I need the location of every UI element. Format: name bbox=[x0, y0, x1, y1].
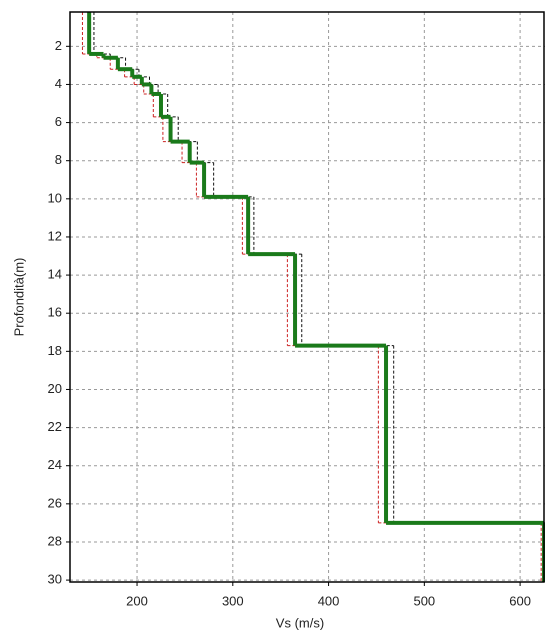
y-tick-label: 18 bbox=[48, 343, 62, 358]
y-tick-label: 10 bbox=[48, 190, 62, 205]
x-tick-label: 200 bbox=[126, 593, 148, 608]
y-tick-label: 16 bbox=[48, 305, 62, 320]
x-axis-label: Vs (m/s) bbox=[276, 615, 324, 630]
y-tick-label: 14 bbox=[48, 267, 62, 282]
y-tick-label: 4 bbox=[55, 76, 62, 91]
y-axis-label: Profondità(m) bbox=[11, 258, 26, 337]
y-tick-label: 26 bbox=[48, 495, 62, 510]
y-tick-label: 28 bbox=[48, 533, 62, 548]
plot-frame bbox=[69, 11, 545, 583]
x-tick-label: 300 bbox=[222, 593, 244, 608]
y-tick-label: 2 bbox=[55, 38, 62, 53]
y-tick-label: 6 bbox=[55, 114, 62, 129]
x-tick-label: 500 bbox=[413, 593, 435, 608]
y-tick-label: 8 bbox=[55, 152, 62, 167]
y-tick-label: 24 bbox=[48, 457, 62, 472]
y-tick-label: 30 bbox=[48, 572, 62, 587]
y-tick-label: 22 bbox=[48, 419, 62, 434]
y-tick-label: 20 bbox=[48, 381, 62, 396]
plot-area bbox=[81, 12, 545, 582]
x-tick-label: 400 bbox=[318, 593, 340, 608]
x-tick-label: 600 bbox=[509, 593, 531, 608]
y-tick-label: 12 bbox=[48, 228, 62, 243]
